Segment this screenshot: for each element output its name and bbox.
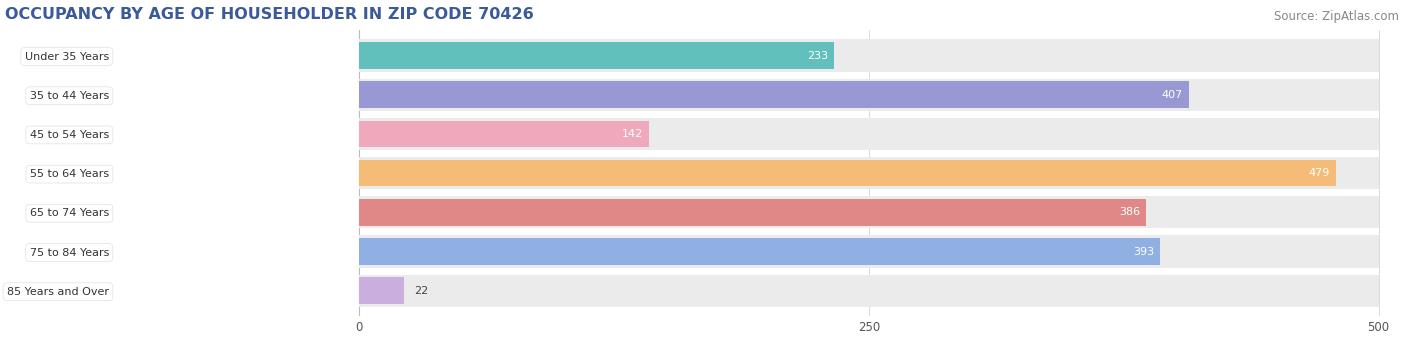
Bar: [359, 79, 1379, 111]
Bar: [359, 238, 1160, 265]
Bar: [359, 277, 404, 304]
Text: 386: 386: [1119, 207, 1140, 217]
Bar: [359, 118, 1379, 150]
Bar: [359, 40, 1379, 72]
Text: 22: 22: [415, 286, 429, 296]
Text: 393: 393: [1133, 247, 1154, 256]
Text: 142: 142: [621, 129, 643, 139]
Bar: [359, 199, 1146, 226]
Text: OCCUPANCY BY AGE OF HOUSEHOLDER IN ZIP CODE 70426: OCCUPANCY BY AGE OF HOUSEHOLDER IN ZIP C…: [6, 7, 534, 22]
Bar: [359, 160, 1336, 187]
Bar: [359, 42, 834, 69]
Bar: [359, 121, 648, 147]
Bar: [359, 235, 1379, 268]
Text: Source: ZipAtlas.com: Source: ZipAtlas.com: [1274, 10, 1399, 23]
Text: 407: 407: [1161, 90, 1182, 100]
Bar: [359, 157, 1379, 189]
Text: 233: 233: [807, 50, 828, 61]
Bar: [359, 196, 1379, 228]
Text: 479: 479: [1309, 168, 1330, 178]
Bar: [359, 81, 1189, 108]
Bar: [359, 275, 1379, 307]
